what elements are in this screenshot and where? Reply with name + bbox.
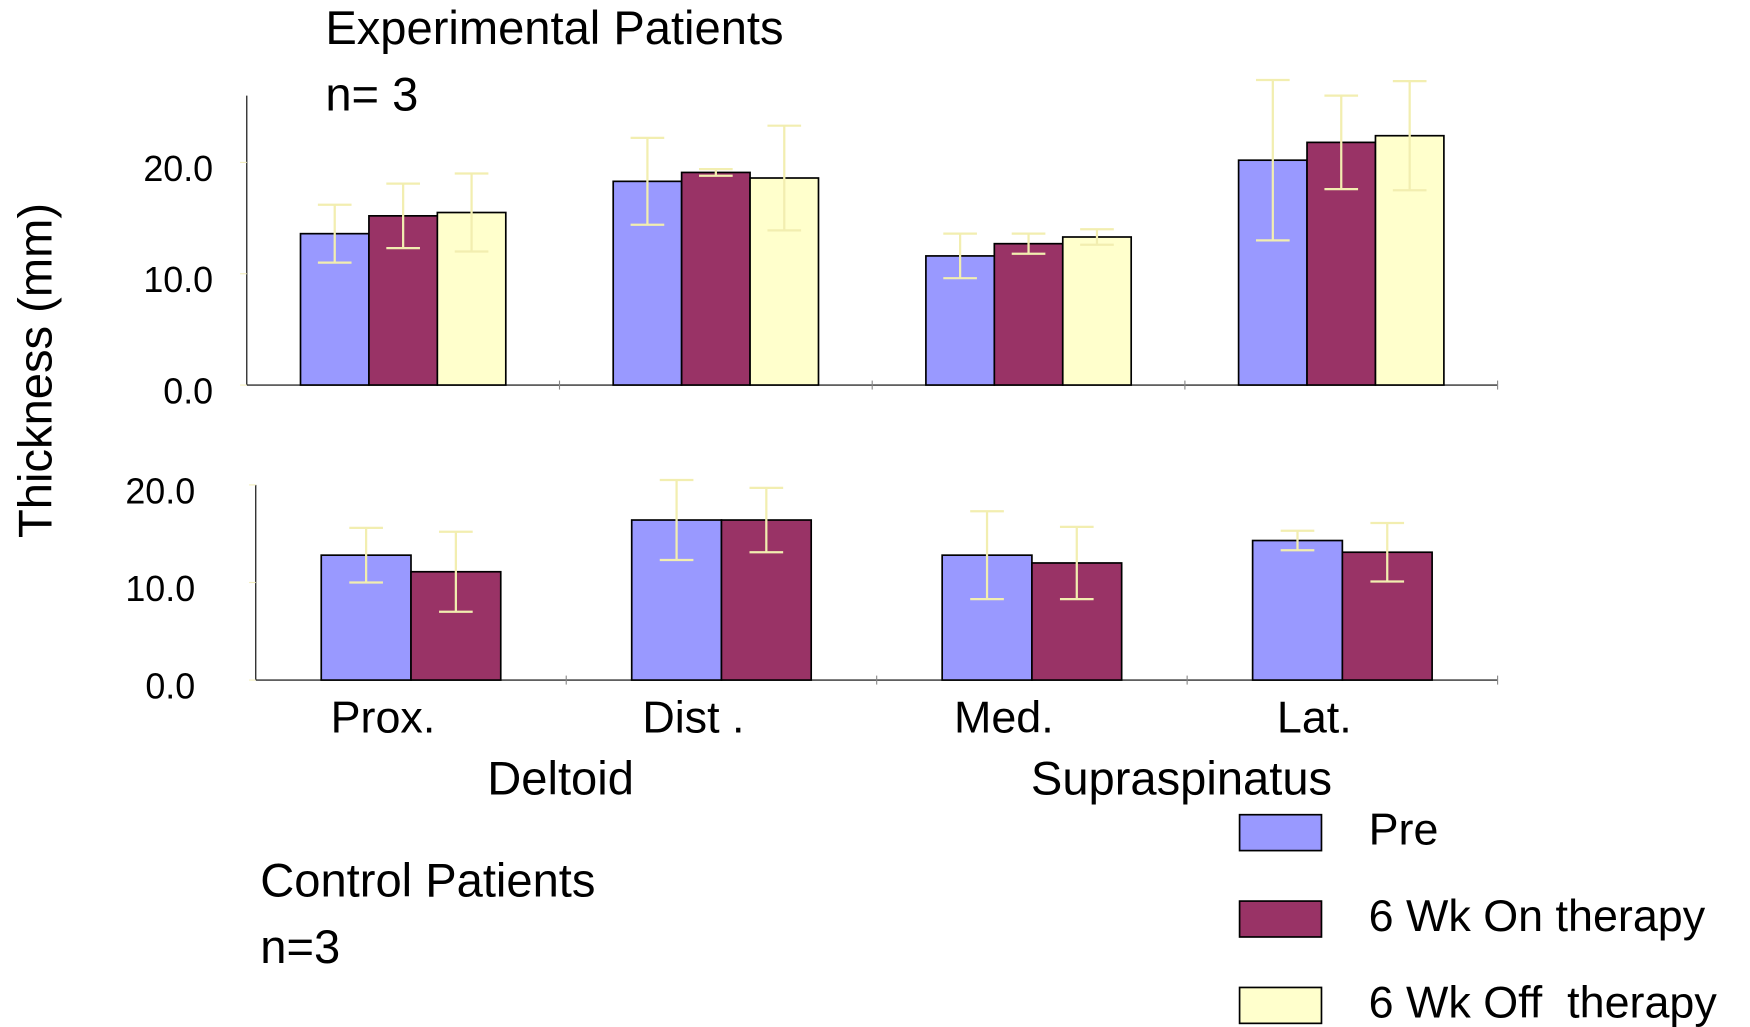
error-bar [1011,232,1046,255]
bar [1061,236,1133,386]
x-group-label: Deltoid [487,752,634,805]
error-bar [1392,80,1427,192]
error-bar [659,478,694,562]
chart-subtitle: n=3 [260,920,340,973]
bar [993,242,1064,386]
legend-swatch [1238,986,1323,1025]
chart-subtitle: n= 3 [325,67,418,120]
chart-title: Control Patients [260,854,595,907]
x-tick-label: Prox. [331,691,436,742]
error-bar [1255,78,1290,242]
chart-title: Experimental Patients [325,1,783,54]
error-bar [317,203,352,264]
error-bar [749,486,784,554]
legend-swatch [1238,900,1323,938]
x-group-label: Supraspinatus [1031,752,1332,805]
error-bar [439,530,473,613]
error-bar [767,124,802,232]
y-tick-label: 0.0 [163,372,213,412]
y-axis-label: Thickness (mm) [9,203,62,538]
error-bar [1280,529,1315,552]
error-bar [1370,521,1405,583]
x-tick-label: Dist . [642,691,744,742]
error-bar [349,526,383,584]
bar [680,171,751,386]
error-bar [1059,525,1094,601]
y-tick-label: 0.0 [145,667,195,707]
error-bar [943,232,977,280]
error-bar [454,172,489,253]
legend-label: 6 Wk Off therapy [1369,976,1718,1027]
legend-label: Pre [1369,804,1439,855]
bar [1251,539,1344,681]
legend-label: 6 Wk On therapy [1369,890,1706,941]
x-tick-label: Med. [954,691,1054,742]
y-tick-label: 20.0 [125,471,195,511]
error-bar [970,510,1004,601]
error-bar [699,167,733,177]
error-bar [386,182,420,250]
y-tick-label: 10.0 [125,569,195,609]
y-tick-label: 20.0 [143,149,213,189]
x-tick-label: Lat. [1277,691,1352,742]
legend-swatch [1238,813,1323,852]
error-bar [630,136,665,226]
error-bar [1080,228,1114,246]
error-bar [1324,94,1359,191]
y-tick-label: 10.0 [143,260,213,300]
